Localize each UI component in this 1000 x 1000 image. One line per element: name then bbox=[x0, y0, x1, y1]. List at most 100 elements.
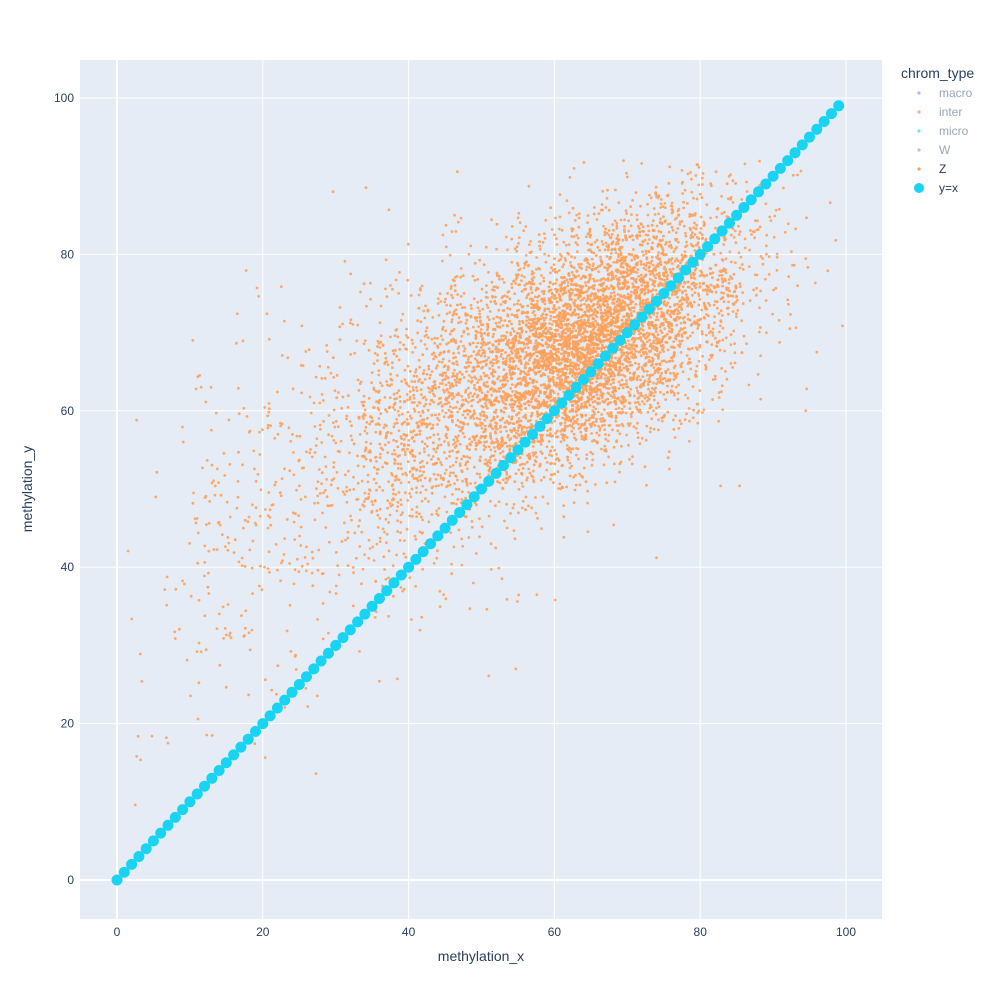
z-point bbox=[526, 391, 530, 395]
z-point bbox=[592, 317, 596, 321]
z-point bbox=[657, 418, 660, 422]
z-point bbox=[719, 320, 723, 324]
z-point bbox=[670, 384, 674, 388]
z-point bbox=[475, 424, 479, 427]
z-point bbox=[509, 387, 513, 390]
z-point bbox=[490, 280, 494, 284]
z-point bbox=[483, 402, 487, 405]
z-point bbox=[635, 386, 639, 390]
z-point bbox=[603, 248, 607, 252]
z-point bbox=[671, 390, 674, 393]
z-point bbox=[493, 446, 496, 449]
z-point bbox=[391, 492, 395, 496]
z-point bbox=[515, 245, 519, 249]
z-point bbox=[502, 281, 506, 284]
z-point bbox=[519, 362, 523, 365]
z-point bbox=[443, 300, 447, 304]
z-point bbox=[531, 445, 535, 448]
z-point bbox=[625, 382, 628, 386]
z-point bbox=[497, 566, 501, 570]
z-point bbox=[601, 321, 604, 325]
z-point bbox=[421, 353, 425, 357]
z-point bbox=[539, 450, 543, 454]
z-point bbox=[548, 326, 552, 330]
z-point bbox=[498, 481, 502, 485]
z-point bbox=[451, 371, 455, 375]
z-point bbox=[688, 439, 691, 443]
z-point bbox=[626, 385, 630, 389]
z-point bbox=[665, 240, 668, 244]
z-point bbox=[574, 421, 578, 425]
z-point bbox=[493, 388, 496, 391]
z-point bbox=[555, 452, 558, 456]
z-point bbox=[574, 438, 578, 442]
z-point bbox=[473, 357, 477, 361]
z-point bbox=[497, 308, 501, 312]
z-point bbox=[558, 368, 561, 371]
z-point bbox=[543, 324, 546, 328]
z-point bbox=[478, 315, 482, 319]
z-point bbox=[341, 395, 345, 399]
z-point bbox=[632, 340, 636, 344]
z-point bbox=[631, 282, 635, 285]
z-point bbox=[518, 319, 521, 323]
z-point bbox=[517, 593, 520, 597]
z-point bbox=[623, 358, 626, 361]
z-point bbox=[527, 184, 531, 188]
z-point bbox=[379, 334, 383, 338]
z-point bbox=[451, 414, 454, 418]
z-point bbox=[570, 278, 573, 282]
z-point bbox=[567, 252, 571, 256]
z-point bbox=[471, 274, 475, 278]
z-point bbox=[475, 472, 479, 476]
z-point bbox=[568, 461, 572, 465]
z-point bbox=[447, 480, 450, 484]
z-point bbox=[437, 360, 441, 364]
z-point bbox=[619, 293, 622, 297]
z-point bbox=[498, 316, 501, 320]
z-point bbox=[600, 277, 603, 281]
z-point bbox=[504, 359, 508, 363]
z-point bbox=[516, 216, 520, 220]
z-point bbox=[430, 337, 434, 341]
z-point bbox=[513, 428, 517, 432]
z-point bbox=[584, 235, 588, 239]
z-point bbox=[533, 295, 537, 299]
z-point bbox=[524, 323, 528, 327]
z-point bbox=[550, 333, 554, 337]
z-point bbox=[466, 422, 470, 426]
z-point bbox=[444, 297, 447, 301]
z-point bbox=[642, 253, 645, 257]
z-point bbox=[456, 363, 459, 366]
z-point bbox=[456, 450, 460, 454]
z-point bbox=[565, 436, 569, 439]
z-point bbox=[589, 243, 593, 247]
z-point bbox=[418, 451, 422, 455]
z-point bbox=[607, 379, 611, 383]
z-point bbox=[586, 356, 590, 360]
z-point bbox=[486, 315, 490, 319]
z-point bbox=[588, 276, 592, 279]
z-point bbox=[391, 406, 395, 409]
z-point bbox=[571, 347, 575, 351]
z-point bbox=[456, 303, 459, 307]
z-point bbox=[481, 343, 485, 347]
z-point bbox=[778, 207, 781, 211]
z-point bbox=[617, 253, 620, 256]
z-point bbox=[441, 233, 445, 237]
z-point bbox=[467, 386, 470, 390]
z-point bbox=[573, 293, 577, 297]
z-point bbox=[654, 276, 657, 280]
z-point bbox=[436, 423, 439, 426]
z-point bbox=[547, 285, 551, 289]
z-point bbox=[638, 293, 641, 297]
z-point bbox=[478, 389, 482, 392]
z-point bbox=[630, 290, 633, 294]
z-point bbox=[664, 206, 667, 210]
z-point bbox=[423, 476, 427, 480]
z-point bbox=[500, 577, 504, 581]
z-point bbox=[448, 450, 452, 453]
z-point bbox=[410, 338, 414, 342]
z-point bbox=[470, 307, 473, 310]
z-point bbox=[532, 352, 536, 355]
